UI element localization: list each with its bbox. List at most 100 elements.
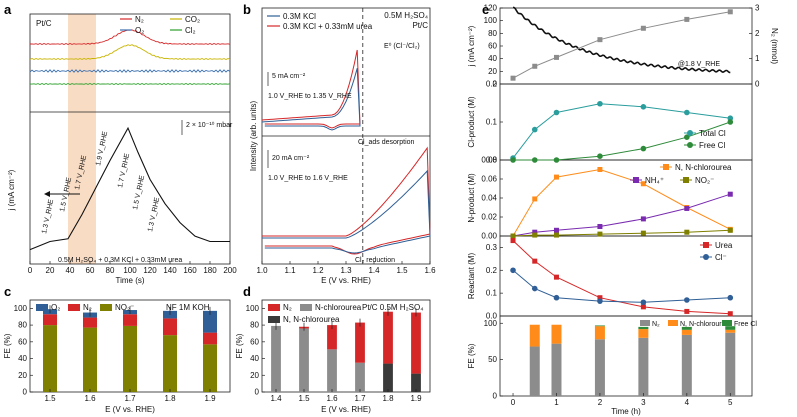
bar-n2: [411, 312, 421, 374]
legend-swatch: [668, 320, 678, 326]
y-tick-label: 0.08: [481, 156, 497, 165]
legend-label: N, N-chlorourea: [675, 163, 732, 172]
y-tick-label: 0.00: [481, 232, 497, 241]
panel-title: Pt/C 0.5M H₂SO₄: [362, 303, 424, 312]
series-marker: [510, 157, 516, 163]
series-line: [512, 193, 731, 237]
y-tick-label: 100: [14, 304, 28, 313]
n2-line: [512, 11, 731, 79]
bar-n-n-chlorourea: [411, 373, 421, 392]
y-tick-label: 0.2: [486, 266, 498, 275]
legend-swatch: [722, 320, 732, 326]
y-tick-label: 0.2: [486, 80, 498, 89]
y-tick-label: 40: [18, 354, 27, 363]
series-marker: [510, 267, 516, 274]
series-marker: [597, 224, 603, 229]
y-axis-label: Reactant (M): [467, 253, 476, 300]
series-marker: [727, 294, 734, 301]
x-tick-label: 1.6: [326, 394, 338, 403]
bar-segment: [681, 326, 692, 330]
series-marker: [684, 308, 690, 314]
bar-no2-: [83, 327, 97, 392]
legend-label: NH₄⁺: [645, 176, 664, 185]
bar-n-chlorourea: [299, 328, 309, 392]
legend-label: Cl⁻: [715, 253, 727, 262]
series-marker: [510, 233, 516, 239]
bar-no2-: [123, 325, 137, 392]
x-tick-label: 180: [203, 266, 217, 275]
panel-label: d: [243, 284, 251, 299]
y-tick-label: 50: [488, 355, 497, 364]
y-tick-label: 80: [18, 321, 27, 330]
legend-label: NO₂⁻: [695, 176, 714, 185]
bar-n-chlorourea: [327, 349, 337, 392]
series-marker: [553, 294, 560, 301]
series-marker: [597, 231, 603, 237]
x-tick-label: 1.1: [284, 266, 296, 275]
bar-n-chlorourea: [271, 325, 281, 392]
y2-tick-label: 1: [755, 54, 760, 63]
legend-label: N-chlorourea: [315, 303, 362, 312]
y2-tick-label: 0: [755, 80, 760, 89]
x-axis-label: E (V vs. RHE): [321, 276, 371, 285]
bar-segment: [638, 329, 649, 338]
series-marker: [727, 191, 733, 197]
condition-annotation: @1.8 V_RHE: [678, 61, 720, 68]
y-tick-label: 60: [250, 337, 259, 346]
y-tick-label: 0.04: [481, 194, 497, 203]
scale-label-bottom: 20 mA cm⁻²: [272, 155, 310, 162]
highlight-band: [68, 14, 96, 264]
bar-no2-: [203, 344, 217, 392]
bar-n2: [83, 317, 97, 328]
y2-tick-label: 3: [755, 4, 760, 13]
x-tick-label: 120: [143, 266, 157, 275]
legend-swatch: [100, 304, 112, 311]
y-tick-label: 80: [250, 321, 259, 330]
y-axis-label: Intensity (arb. units): [249, 101, 258, 172]
y-axis-label: N-product (M): [467, 173, 476, 223]
y-tick-label: 100: [484, 319, 498, 328]
scale-label-top: 5 mA cm⁻²: [272, 73, 306, 80]
n2-marker: [684, 16, 690, 22]
x-tick-label: 1.4: [270, 394, 282, 403]
x-tick-label: 0: [511, 398, 516, 407]
bar-n2: [383, 311, 393, 364]
bar-segment: [594, 339, 605, 396]
y2-tick-label: 2: [755, 29, 760, 38]
series-marker: [640, 181, 646, 187]
cv-bottom-kcl: [262, 169, 431, 254]
series-marker: [684, 297, 690, 303]
series-marker: [510, 238, 516, 244]
series-marker: [553, 157, 560, 163]
series-marker: [727, 311, 733, 317]
ms-trace-cl2: [30, 82, 231, 86]
y-tick-label: 0.0: [486, 312, 498, 321]
series-marker: [532, 229, 538, 235]
legend-label: NO₂⁻: [115, 303, 134, 312]
series-marker: [532, 196, 538, 202]
bar-segment: [638, 337, 649, 396]
series-marker: [531, 285, 538, 292]
series-marker: [597, 295, 603, 301]
x-tick-label: 1.9: [204, 394, 216, 403]
bar-segment: [594, 326, 605, 340]
n2-marker: [553, 54, 559, 60]
legend-swatch: [68, 304, 80, 311]
bar-n2: [43, 314, 57, 326]
y-axis-label: j (mA cm⁻²): [467, 25, 476, 67]
x-tick-label: 160: [183, 266, 197, 275]
bar-segment: [638, 326, 649, 330]
bar-segment: [551, 324, 562, 344]
voltage-annotation: 1.7 V_RHE: [117, 152, 131, 188]
n2-marker: [640, 25, 646, 31]
cv-top-urea: [261, 49, 361, 129]
x-tick-label: 40: [66, 266, 75, 275]
e0-label: E⁰ (Cl⁻/Cl₂): [384, 42, 420, 50]
legend-label: Free Cl: [734, 321, 757, 328]
series-marker: [640, 145, 647, 152]
legend-label: O₂: [51, 303, 60, 312]
subplot-frame: [499, 315, 753, 397]
ms-trace-o2: [29, 69, 231, 73]
y-axis-label: FE (%): [467, 343, 476, 368]
x-tick-label: 1.5: [44, 394, 56, 403]
